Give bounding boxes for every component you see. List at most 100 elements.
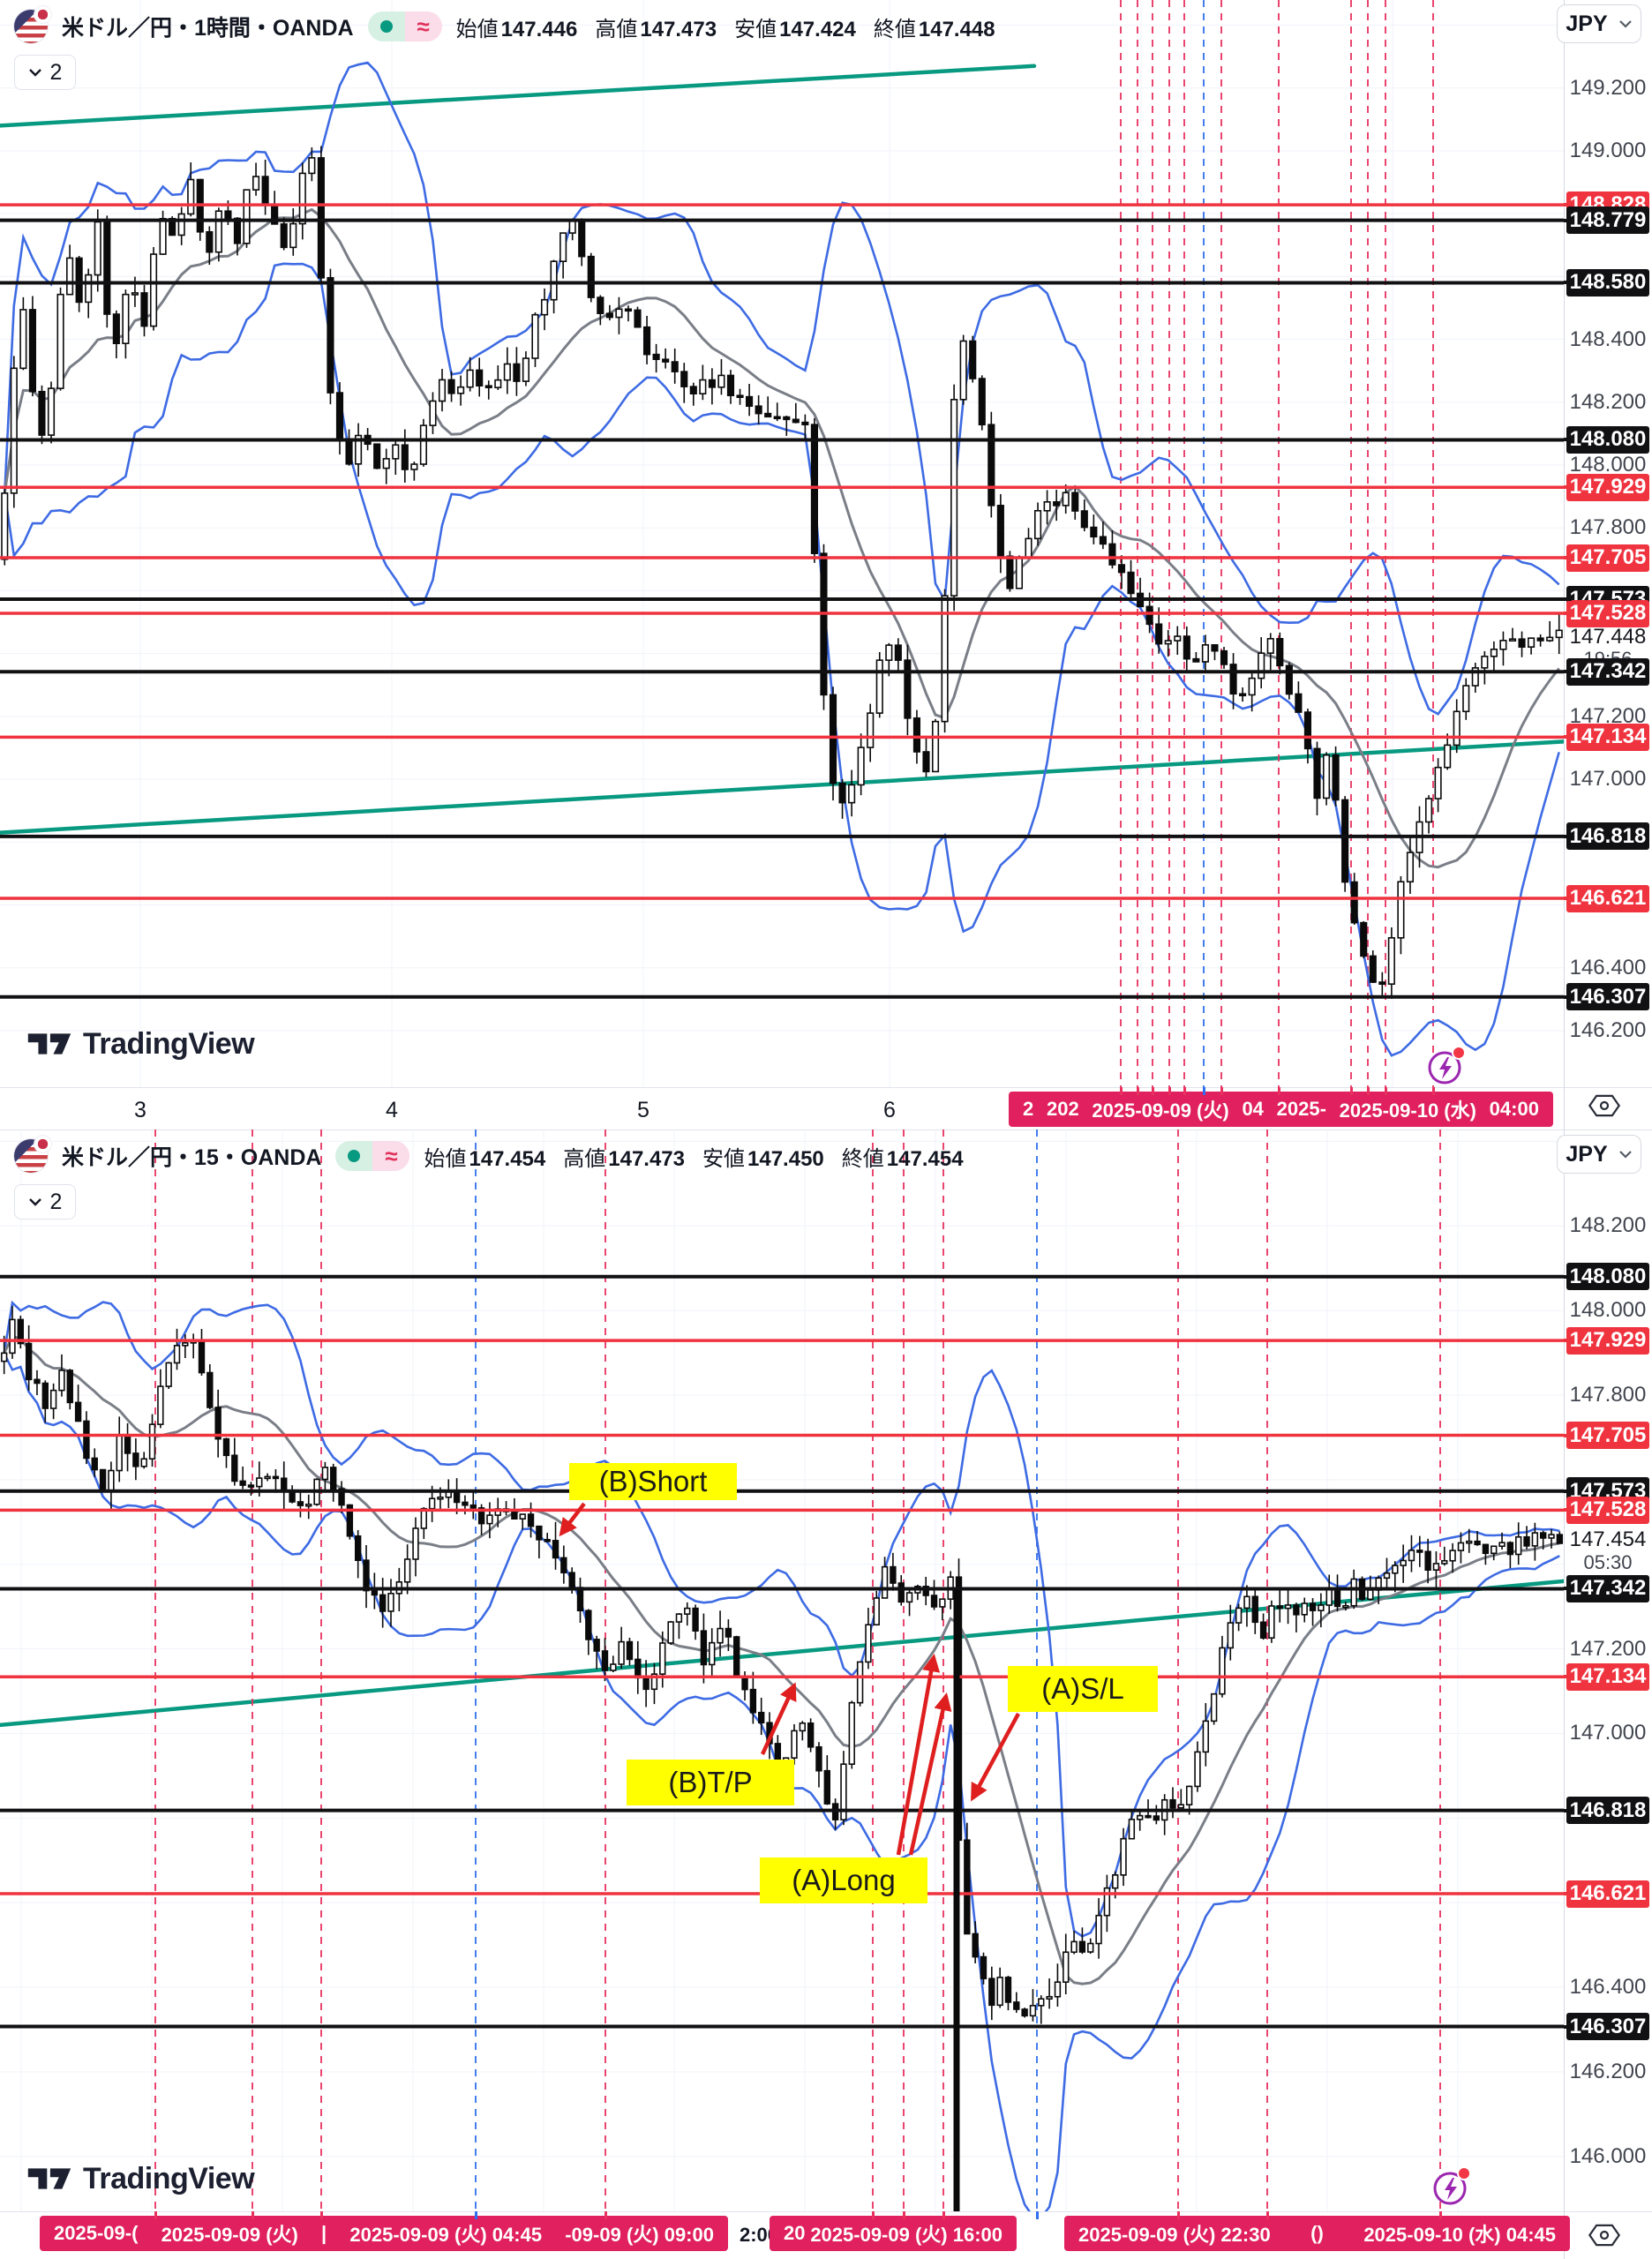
tradingview-logo[interactable]: TradingView [26,2160,255,2197]
ohlc-values: 始値 147.446 高値 147.473 安値 147.424 終値 147.448 [456,11,995,42]
current-price-label: 147.454 05:30 [1569,1527,1647,1573]
lightning-events-icon[interactable] [1423,1043,1468,1093]
market-status-pill[interactable]: ≈ [335,1141,410,1171]
axis-tick-mark [1564,1339,1572,1343]
chart-header-1h: 米ドル／円・1時間・OANDA ≈ 始値 147.446 高値 147.473 安値 14… [14,6,995,46]
time-axis-highlight[interactable]: 2 202 2025-09-09 (火) 04 2025- 2025-09-10 (水) 0… [1009,1092,1553,1127]
vline-axis-tick [1438,2211,1442,2219]
price-level-badge[interactable]: 148.580 [1566,268,1649,296]
trade-annotation-label[interactable]: (B)Short [569,1463,737,1500]
market-status-pill[interactable]: ≈ [367,11,442,41]
price-axis-tick: 149.200 [1569,75,1647,100]
price-axis-tick: 146.200 [1569,2059,1647,2083]
trade-annotation-label[interactable]: (A)Long [760,1857,927,1903]
chart-title[interactable]: 米ドル／円・1時間・OANDA [62,16,354,41]
axis-tick-mark [1564,994,1572,999]
time-axis-day-label[interactable]: 6 [883,1098,896,1122]
price-level-badge[interactable]: 148.080 [1566,425,1649,454]
price-level-badge[interactable]: 146.621 [1566,1880,1649,1908]
price-level-badge[interactable]: 147.528 [1566,1496,1649,1524]
price-level-badge[interactable]: 147.134 [1566,723,1649,751]
vline-axis-tick [1168,1087,1171,1095]
axis-tick-mark [1564,1433,1572,1437]
vline-axis-tick [604,2211,607,2219]
price-axis-tick: 147.800 [1569,515,1647,540]
ohlc-pair: 始値 147.454 [424,1146,546,1171]
price-axis-tick: 146.000 [1569,2143,1647,2168]
price-axis-tick: 147.000 [1569,1721,1647,1745]
approx-icon: ≈ [404,11,442,41]
ohlc-values: 始値 147.454 高値 147.473 安値 147.450 終値 147.454 [424,1141,963,1172]
price-level-badge[interactable]: 147.705 [1566,1422,1649,1450]
price-level-badge[interactable]: 147.342 [1566,657,1649,686]
indicators-collapse-button[interactable]: 2 [14,55,76,90]
highlight-time-label: 04 [1242,1098,1264,1120]
vline-axis-tick [942,2211,945,2219]
tradingview-logo[interactable]: TradingView [26,1025,255,1062]
highlight-time-label: 2025-09-09 (火) [161,2224,298,2246]
price-level-badge[interactable]: 147.705 [1566,544,1649,572]
vline-axis-tick [1277,1087,1280,1095]
time-axis-settings-icon[interactable] [1587,2222,1622,2253]
vline-axis-tick [1176,2211,1180,2219]
candlestick-chart-1h[interactable] [0,0,1564,1087]
price-level-badge[interactable]: 147.134 [1566,1662,1649,1691]
vline-axis-tick [1151,1087,1154,1095]
vline-axis-tick [154,2211,157,2219]
indicator-count: 2 [49,59,63,85]
time-axis-day-label[interactable]: 4 [386,1098,398,1122]
axis-tick-mark [1564,1508,1572,1512]
time-axis-settings-icon[interactable] [1587,1092,1622,1123]
price-level-badge[interactable]: 146.307 [1566,2013,1649,2041]
indicators-collapse-button[interactable]: 2 [14,1184,76,1220]
highlight-time-label: -09-09 (火) 09:00 [565,2224,714,2246]
tradingview-logo-text: TradingView [83,1026,255,1061]
market-open-dot-icon [367,11,405,41]
highlight-time-label: 04:00 [1489,1098,1539,1120]
price-axis-tick: 147.800 [1569,1382,1647,1407]
axis-tick-mark [1564,834,1572,838]
price-level-badge[interactable]: 146.307 [1566,983,1649,1011]
currency-dropdown[interactable]: JPY [1557,1135,1641,1174]
price-level-badge[interactable]: 146.818 [1566,822,1649,851]
ohlc-pair: 終値 147.454 [841,1146,964,1171]
time-axis-highlight[interactable]: 20 2025-09-09 (火) 16:00 [770,2216,1017,2251]
time-axis-highlight[interactable]: 2025-09-(2025-09-09 (火) | 2025-09-09 (火) 0… [40,2216,728,2251]
price-axis-tick: 146.200 [1569,1017,1647,1042]
price-axis-tick: 149.000 [1569,138,1647,162]
trade-annotation-label[interactable]: (B)T/P [627,1760,794,1805]
vline-axis-tick [1220,1087,1223,1095]
price-level-badge[interactable]: 147.929 [1566,1326,1649,1355]
lightning-events-icon[interactable] [1428,2164,1474,2214]
price-level-badge[interactable]: 147.342 [1566,1574,1649,1602]
axis-tick-mark [1564,438,1572,442]
price-axis-divider [1564,0,1565,2259]
price-level-badge[interactable]: 147.528 [1566,599,1649,627]
candlestick-chart-15m[interactable] [0,1130,1564,2211]
currency-dropdown[interactable]: JPY [1557,4,1641,43]
axis-tick-mark [1564,1675,1572,1679]
vline-axis-tick [902,2211,905,2219]
price-level-badge[interactable]: 146.818 [1566,1797,1649,1825]
axis-tick-mark [1564,1489,1572,1493]
time-axis-highlight[interactable]: 2025-09-09 (火) 22:30 () 2025-09-10 (水) 04:… [1064,2216,1570,2251]
time-axis-day-label[interactable]: 3 [134,1098,146,1122]
price-level-badge[interactable]: 148.080 [1566,1263,1649,1291]
ohlc-pair: 安値 147.450 [702,1146,824,1171]
chart-title[interactable]: 米ドル／円・15・OANDA [62,1145,322,1170]
axis-tick-mark [1564,203,1572,207]
vline-axis-tick [251,2211,254,2219]
vline-axis-tick [319,2211,323,2219]
price-level-badge[interactable]: 148.779 [1566,206,1649,235]
chevron-down-icon [1618,1151,1632,1159]
price-level-badge[interactable]: 146.621 [1566,884,1649,912]
tradingview-logo-text: TradingView [83,2161,255,2195]
time-axis-day-label[interactable]: 5 [637,1098,650,1122]
axis-tick-mark [1564,897,1572,900]
price-level-badge[interactable]: 147.929 [1566,473,1649,501]
trade-annotation-label[interactable]: (A)S/L [1008,1666,1158,1712]
indicator-count: 2 [49,1189,63,1214]
ohlc-pair: 高値 147.473 [563,1146,686,1171]
market-open-dot-icon [335,1141,373,1171]
